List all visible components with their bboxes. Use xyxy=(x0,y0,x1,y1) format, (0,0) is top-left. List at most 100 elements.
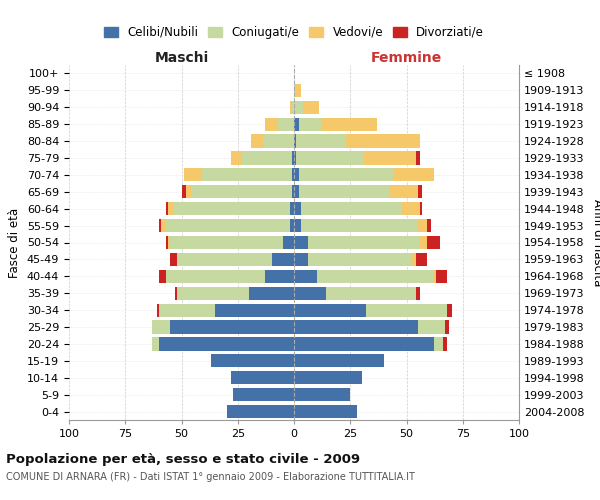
Bar xyxy=(294,236,308,249)
Bar xyxy=(420,236,427,249)
Bar xyxy=(294,84,296,97)
Y-axis label: Fasce di età: Fasce di età xyxy=(8,208,22,278)
Bar xyxy=(249,286,294,300)
Bar xyxy=(278,118,294,131)
Bar xyxy=(170,236,283,249)
Bar xyxy=(296,152,364,164)
Bar xyxy=(294,320,418,334)
Text: Femmine: Femmine xyxy=(371,51,442,65)
Y-axis label: Anni di nascita: Anni di nascita xyxy=(591,199,600,286)
Bar xyxy=(294,253,308,266)
Bar xyxy=(166,236,168,249)
Bar xyxy=(290,202,294,215)
Bar xyxy=(294,270,317,283)
Bar xyxy=(182,185,186,198)
Text: Popolazione per età, sesso e stato civile - 2009: Popolazione per età, sesso e stato civil… xyxy=(6,452,360,466)
Bar xyxy=(317,270,433,283)
Bar xyxy=(159,270,166,283)
Bar xyxy=(166,202,168,215)
Bar xyxy=(308,236,420,249)
Bar xyxy=(296,134,346,147)
Bar xyxy=(166,270,265,283)
Bar xyxy=(294,388,350,401)
Bar xyxy=(402,202,420,215)
Bar xyxy=(265,270,294,283)
Bar xyxy=(427,219,431,232)
Bar xyxy=(290,100,292,114)
Bar xyxy=(292,152,294,164)
Bar xyxy=(159,219,161,232)
Bar xyxy=(418,185,422,198)
Bar xyxy=(299,118,321,131)
Bar xyxy=(321,118,377,131)
Bar xyxy=(152,338,159,350)
Bar xyxy=(294,371,361,384)
Bar xyxy=(294,354,384,368)
Bar xyxy=(411,253,415,266)
Bar xyxy=(170,253,177,266)
Bar xyxy=(294,202,301,215)
Bar xyxy=(415,253,427,266)
Bar xyxy=(445,320,449,334)
Bar xyxy=(152,320,170,334)
Bar xyxy=(175,286,177,300)
Bar xyxy=(346,134,420,147)
Bar xyxy=(294,134,296,147)
Bar xyxy=(283,236,294,249)
Bar xyxy=(215,304,294,316)
Bar xyxy=(418,320,445,334)
Bar xyxy=(420,202,422,215)
Bar xyxy=(296,84,301,97)
Bar xyxy=(366,304,447,316)
Bar xyxy=(292,100,294,114)
Bar xyxy=(393,168,433,181)
Bar xyxy=(447,304,452,316)
Bar xyxy=(415,286,420,300)
Text: Maschi: Maschi xyxy=(154,51,209,65)
Bar xyxy=(433,270,436,283)
Bar xyxy=(263,134,294,147)
Bar xyxy=(301,202,402,215)
Bar xyxy=(159,304,215,316)
Bar xyxy=(294,338,433,350)
Bar xyxy=(211,354,294,368)
Bar xyxy=(294,152,296,164)
Bar xyxy=(436,270,447,283)
Bar xyxy=(433,338,443,350)
Bar xyxy=(231,152,242,164)
Bar xyxy=(271,253,294,266)
Bar xyxy=(292,185,294,198)
Bar xyxy=(294,185,299,198)
Bar xyxy=(168,236,170,249)
Bar xyxy=(168,202,173,215)
Bar xyxy=(294,118,299,131)
Bar xyxy=(227,405,294,418)
Bar xyxy=(251,134,263,147)
Bar xyxy=(325,286,415,300)
Bar xyxy=(170,320,294,334)
Bar xyxy=(294,100,303,114)
Bar xyxy=(299,185,389,198)
Bar xyxy=(427,236,440,249)
Bar xyxy=(308,253,411,266)
Bar xyxy=(159,338,294,350)
Bar xyxy=(389,185,418,198)
Bar xyxy=(161,219,166,232)
Bar xyxy=(173,202,290,215)
Bar xyxy=(233,388,294,401)
Bar xyxy=(191,185,292,198)
Bar xyxy=(184,168,202,181)
Bar xyxy=(292,168,294,181)
Bar xyxy=(443,338,447,350)
Bar xyxy=(186,185,191,198)
Bar xyxy=(290,219,294,232)
Bar xyxy=(177,286,249,300)
Bar xyxy=(301,219,418,232)
Bar xyxy=(294,405,357,418)
Bar xyxy=(294,286,325,300)
Bar xyxy=(364,152,415,164)
Bar xyxy=(202,168,292,181)
Bar xyxy=(294,168,299,181)
Legend: Celibi/Nubili, Coniugati/e, Vedovi/e, Divorziati/e: Celibi/Nubili, Coniugati/e, Vedovi/e, Di… xyxy=(99,21,489,44)
Bar xyxy=(418,219,427,232)
